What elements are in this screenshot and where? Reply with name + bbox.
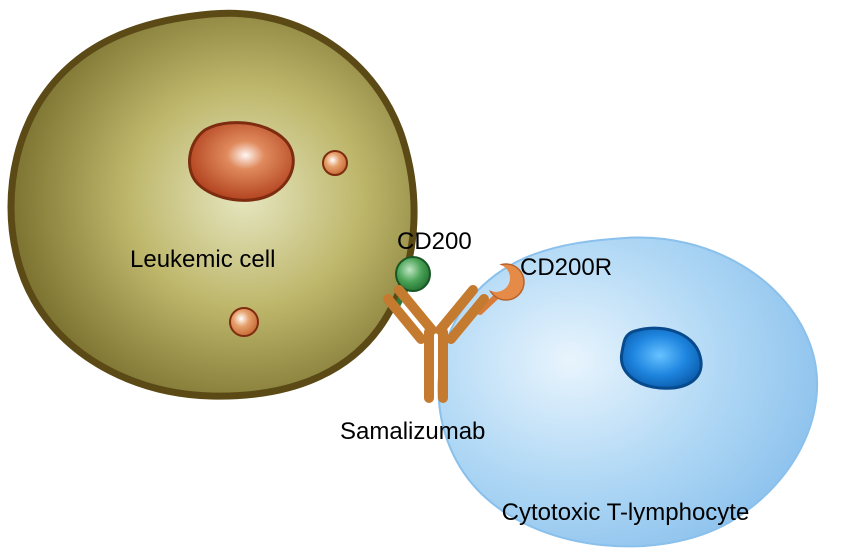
- diagram-stage: Leukemic cell CD200 CD200R Samalizumab C…: [0, 0, 845, 556]
- cd200-label: CD200: [397, 228, 472, 256]
- cd200r-label: CD200R: [520, 254, 612, 282]
- antibody-label: Samalizumab: [340, 418, 485, 446]
- ctl-label: Cytotoxic T-lymphocyte (CTL): [475, 470, 749, 556]
- leukemic-cell-label: Leukemic cell: [130, 246, 275, 274]
- ctl-label-line1: Cytotoxic T-lymphocyte: [502, 499, 750, 526]
- leukemic-cell: [11, 13, 414, 396]
